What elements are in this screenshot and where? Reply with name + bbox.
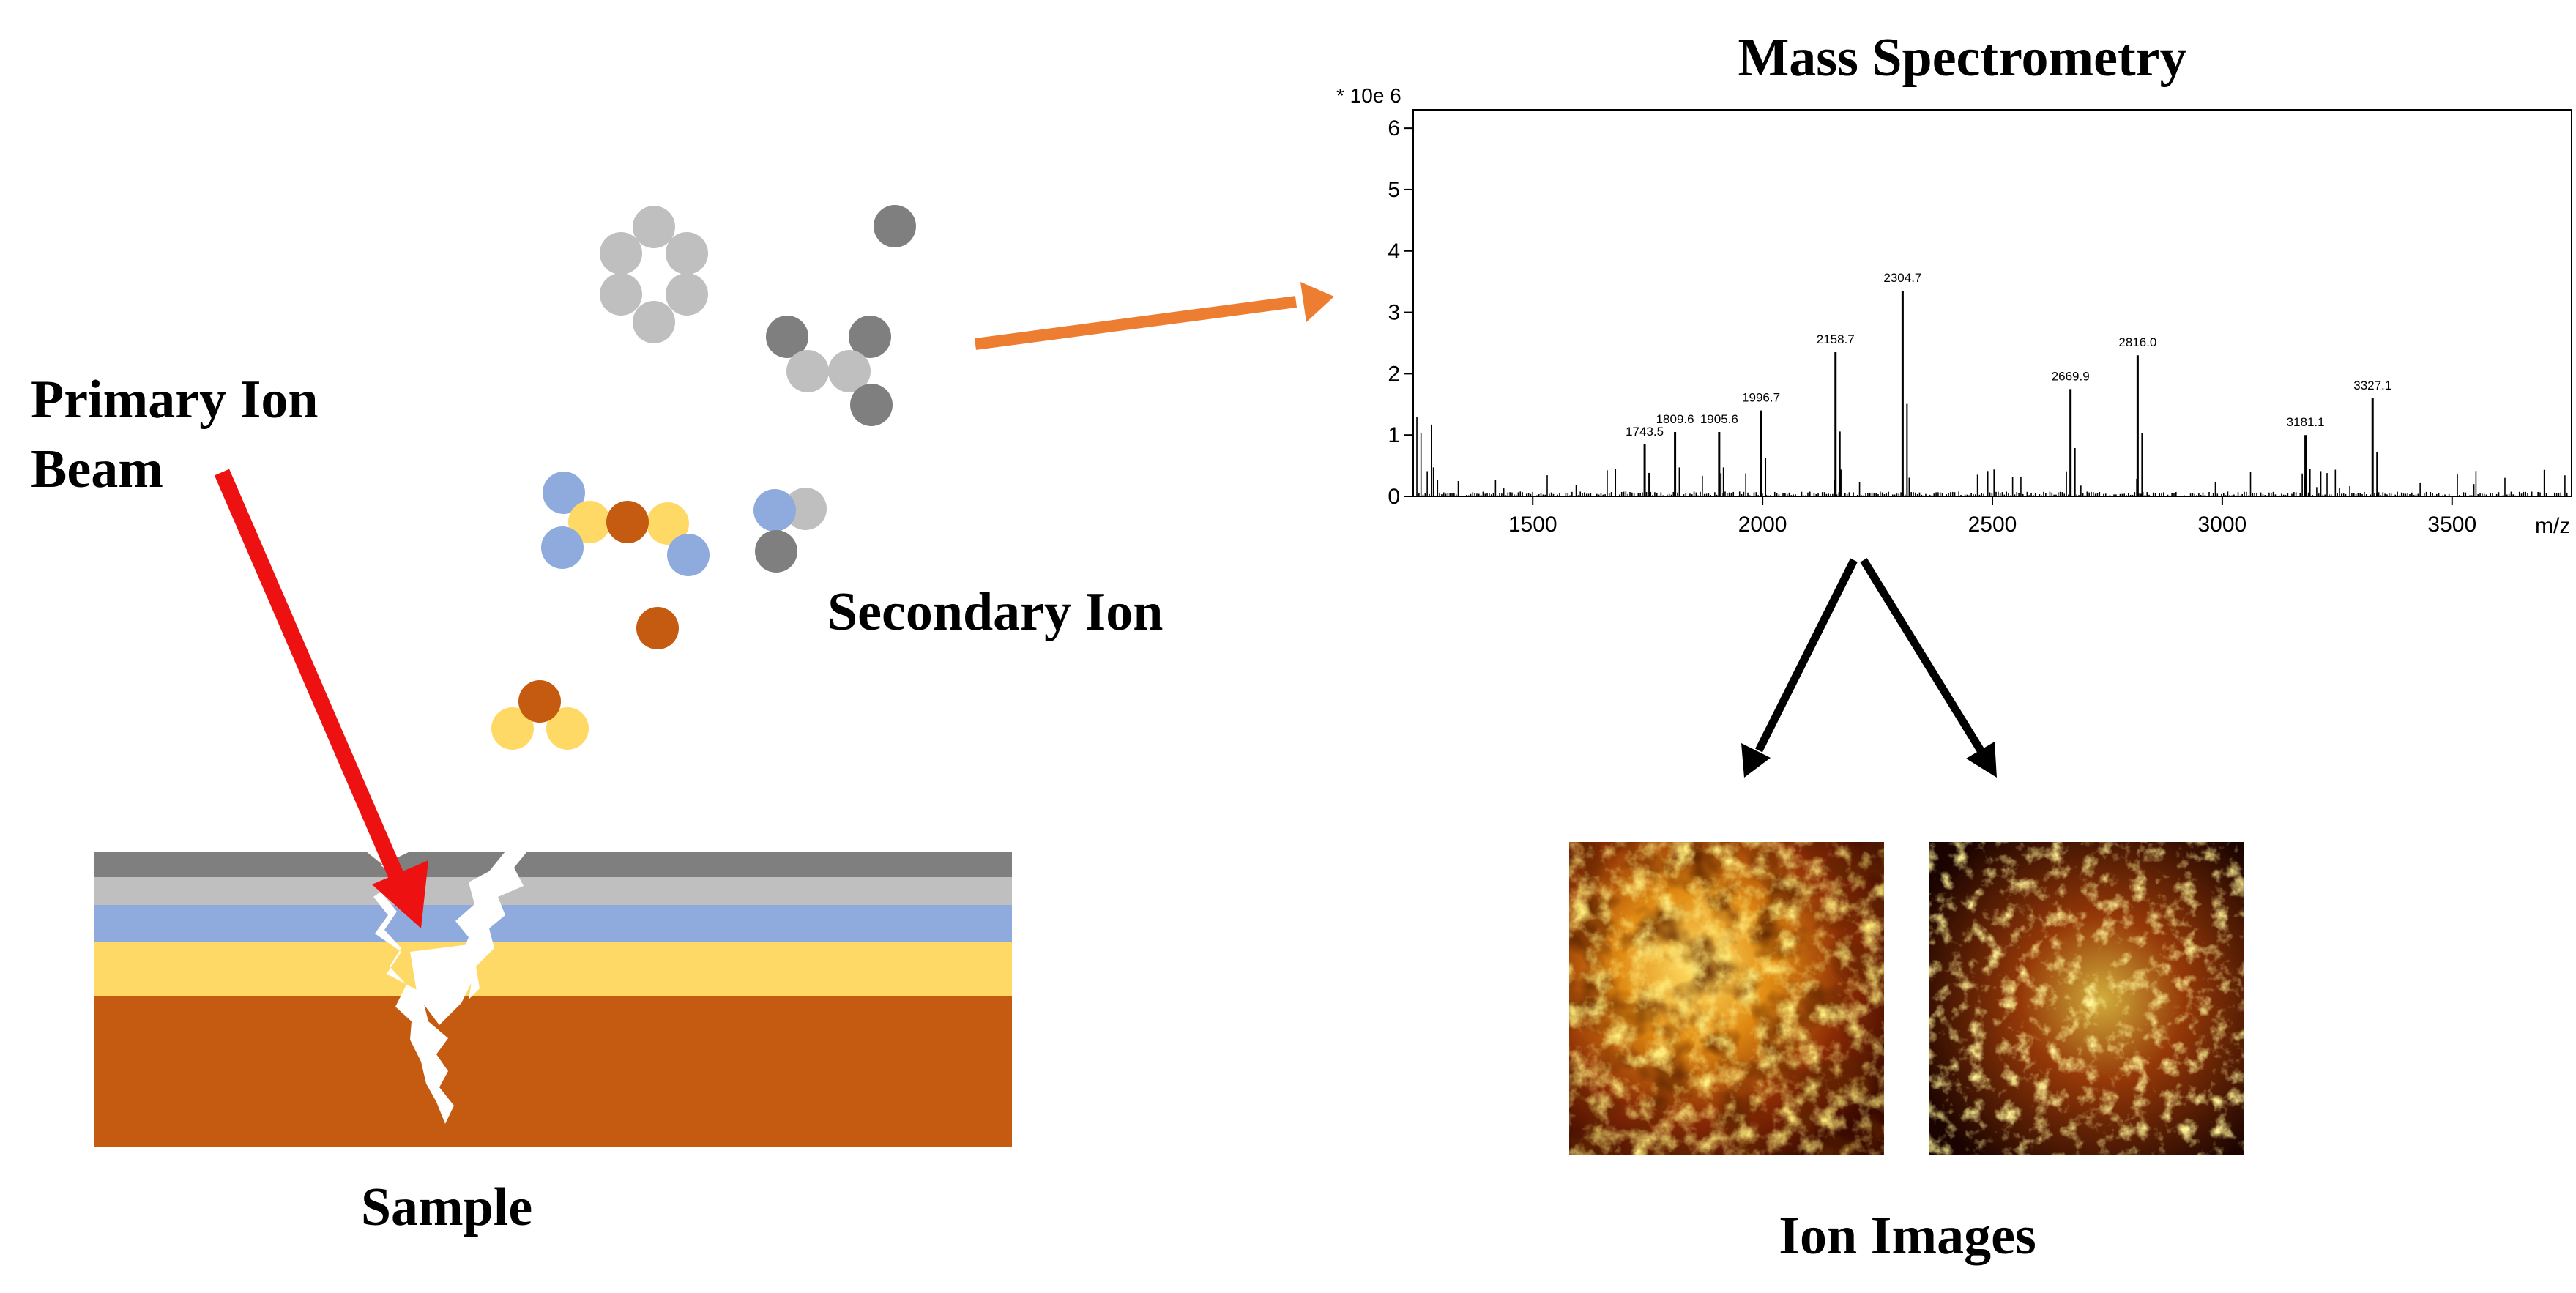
x-axis-ticks: 1500 2000 2500 3000 3500 (1508, 496, 2476, 537)
layer-dark-gray (94, 852, 1012, 877)
peak-label: 1809.6 (1656, 412, 1694, 426)
x-tick-label: 3500 (2427, 513, 2476, 537)
secondary-ion-clusters (491, 205, 916, 750)
transfer-arrow (974, 282, 1334, 350)
y-tick-label: 2 (1388, 362, 1400, 386)
peak-label: 3327.1 (2353, 379, 2391, 392)
x-tick-label: 1500 (1508, 513, 1557, 537)
peak-label: 2669.9 (2052, 369, 2090, 383)
y-tick-label: 1 (1388, 423, 1400, 447)
x-tick-label: 2000 (1738, 513, 1787, 537)
sample-block (94, 852, 1012, 1147)
ion-cluster-light-gray-ring (600, 206, 708, 343)
peak-label: 1743.5 (1626, 425, 1664, 439)
layer-blue (94, 905, 1012, 942)
peak-label: 1905.6 (1700, 412, 1738, 426)
y-tick-label: 0 (1388, 485, 1400, 509)
peak-label: 3181.1 (2287, 415, 2325, 429)
primary-ion-beam-label-line2: Beam (31, 439, 163, 499)
y-tick-label: 3 (1388, 301, 1400, 325)
peak-label: 2816.0 (2118, 335, 2156, 349)
peak-label: 2158.7 (1817, 332, 1855, 346)
ion-cluster-colored (541, 472, 710, 576)
x-axis-label: m/z (2535, 514, 2570, 538)
y-multiplier-label: * 10e 6 (1336, 84, 1401, 107)
y-tick-label: 4 (1388, 239, 1400, 264)
ion-cluster-gray (766, 316, 893, 426)
crater-ejecta (410, 944, 476, 1025)
mass-spectrum-chart: * 10e 6 m/z 0 1 2 3 4 5 6 1500 2000 2500 3000 3500… (1336, 84, 2572, 538)
plot-frame (1412, 109, 2572, 497)
ion-cluster-blue-gray (753, 488, 827, 573)
ion-image-right (1929, 842, 2244, 1155)
layer-yellow (94, 942, 1012, 996)
ion-single-dark-gray (874, 205, 916, 247)
sputter-crater (366, 852, 527, 1124)
primary-beam-arrow (214, 469, 428, 928)
mass-spectrometry-title: Mass Spectrometry (1738, 28, 2186, 88)
sample-label: Sample (361, 1177, 532, 1237)
peak-label: 1996.7 (1742, 391, 1780, 405)
layer-brown (94, 996, 1012, 1147)
x-tick-label: 2500 (1968, 513, 2017, 537)
y-tick-label: 6 (1388, 116, 1400, 141)
y-tick-label: 5 (1388, 178, 1400, 202)
secondary-ion-label: Secondary Ion (827, 582, 1163, 642)
layer-light-gray (94, 877, 1012, 905)
split-arrows (1741, 558, 1997, 778)
ion-cluster-brown-yellow (491, 680, 589, 750)
ion-single-brown (636, 607, 679, 649)
y-axis-ticks: 0 1 2 3 4 5 6 (1388, 116, 1413, 509)
peak-label: 2304.7 (1883, 271, 1921, 285)
primary-ion-beam-label-line1: Primary Ion (31, 370, 319, 430)
ion-images-label: Ion Images (1779, 1206, 2036, 1266)
ion-image-left (1569, 842, 1884, 1155)
x-tick-label: 3000 (2198, 513, 2247, 537)
